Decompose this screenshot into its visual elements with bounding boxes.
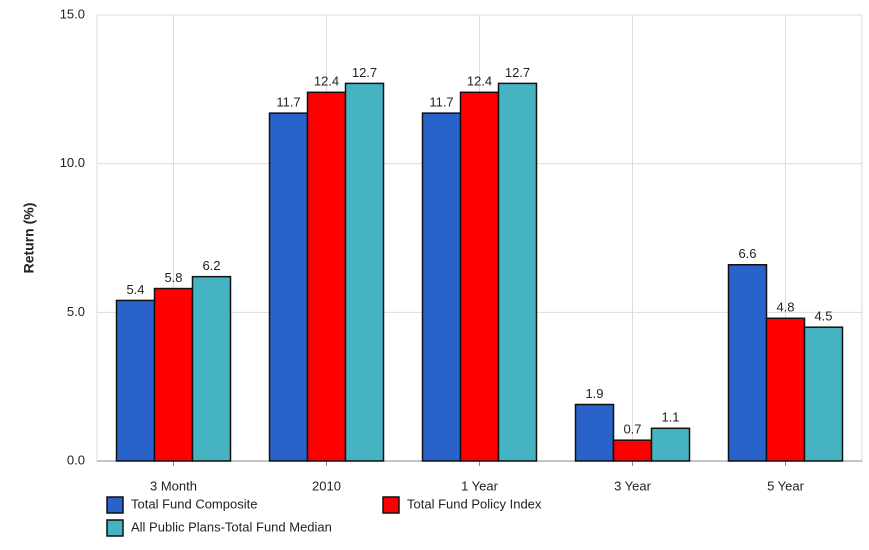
data-label: 6.6 bbox=[738, 246, 756, 261]
bar bbox=[574, 403, 615, 462]
data-label: 5.8 bbox=[164, 270, 182, 285]
bar bbox=[612, 439, 653, 462]
bar bbox=[421, 112, 462, 462]
bar bbox=[268, 112, 309, 462]
bar bbox=[115, 299, 156, 462]
data-label: 1.1 bbox=[661, 410, 679, 425]
data-label: 5.4 bbox=[126, 282, 144, 297]
x-tick-label: 3 Year bbox=[614, 478, 652, 493]
legend-label: Total Fund Composite bbox=[131, 496, 257, 511]
x-tick-label: 3 Month bbox=[150, 478, 197, 493]
bar bbox=[191, 275, 232, 462]
bar bbox=[459, 91, 500, 462]
y-axis-label: Return (%) bbox=[21, 203, 37, 274]
legend-swatch bbox=[382, 496, 400, 514]
y-tick-label: 15.0 bbox=[60, 6, 85, 21]
legend-label: All Public Plans-Total Fund Median bbox=[131, 519, 332, 534]
bar bbox=[765, 317, 806, 462]
data-label: 0.7 bbox=[623, 422, 641, 437]
data-label: 6.2 bbox=[202, 258, 220, 273]
x-tick-label: 1 Year bbox=[461, 478, 499, 493]
data-label: 4.8 bbox=[776, 300, 794, 315]
bar bbox=[650, 427, 691, 462]
legend-swatch bbox=[106, 519, 124, 537]
x-tick-label: 2010 bbox=[312, 478, 341, 493]
y-tick-label: 5.0 bbox=[67, 304, 85, 319]
y-tick-label: 0.0 bbox=[67, 452, 85, 467]
data-label: 4.5 bbox=[814, 309, 832, 324]
bar bbox=[803, 326, 844, 462]
data-label: 12.4 bbox=[467, 74, 492, 89]
bar bbox=[344, 82, 385, 462]
data-label: 1.9 bbox=[585, 386, 603, 401]
data-label: 11.7 bbox=[276, 95, 300, 110]
bar bbox=[727, 264, 768, 462]
bar bbox=[306, 91, 347, 462]
legend-swatch bbox=[106, 496, 124, 514]
data-label: 11.7 bbox=[429, 95, 453, 110]
data-label: 12.7 bbox=[352, 65, 377, 80]
y-tick-label: 10.0 bbox=[60, 155, 85, 170]
bar bbox=[497, 82, 538, 462]
data-label: 12.7 bbox=[505, 65, 530, 80]
data-label: 12.4 bbox=[314, 74, 339, 89]
x-tick-label: 5 Year bbox=[767, 478, 805, 493]
bar bbox=[153, 287, 194, 462]
legend-label: Total Fund Policy Index bbox=[407, 496, 542, 511]
